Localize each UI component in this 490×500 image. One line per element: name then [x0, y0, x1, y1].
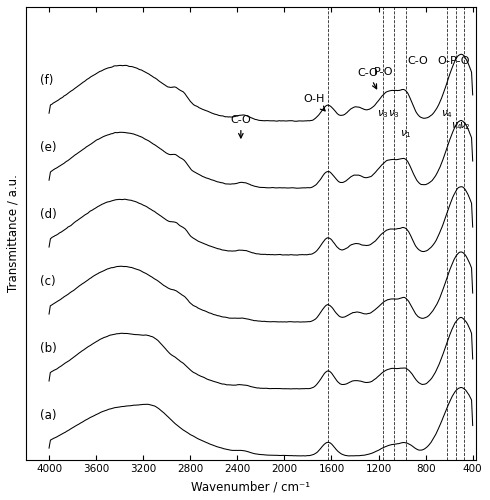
- Text: $\nu_2$: $\nu_2$: [459, 120, 470, 132]
- Text: O-H: O-H: [303, 94, 325, 111]
- Text: $\nu_3$: $\nu_3$: [388, 108, 400, 120]
- Text: $\nu_4$: $\nu_4$: [441, 108, 453, 120]
- Text: (e): (e): [40, 141, 56, 154]
- Y-axis label: Transmittance / a.u.: Transmittance / a.u.: [7, 174, 20, 292]
- Text: P-O: P-O: [373, 67, 393, 77]
- Text: $\nu_1$: $\nu_1$: [400, 128, 412, 140]
- Text: (d): (d): [40, 208, 56, 220]
- Text: C-O: C-O: [358, 68, 378, 88]
- Text: O-P-O: O-P-O: [438, 56, 470, 66]
- Text: (f): (f): [40, 74, 53, 87]
- Text: (a): (a): [40, 408, 56, 422]
- Text: (c): (c): [40, 274, 55, 287]
- Text: C-O: C-O: [407, 56, 428, 66]
- X-axis label: Wavenumber / cm⁻¹: Wavenumber / cm⁻¹: [191, 480, 311, 493]
- Text: $\nu_4$: $\nu_4$: [451, 120, 463, 132]
- Text: (b): (b): [40, 342, 56, 354]
- Text: $\nu_3$: $\nu_3$: [377, 108, 389, 120]
- Text: C-O: C-O: [230, 115, 251, 138]
